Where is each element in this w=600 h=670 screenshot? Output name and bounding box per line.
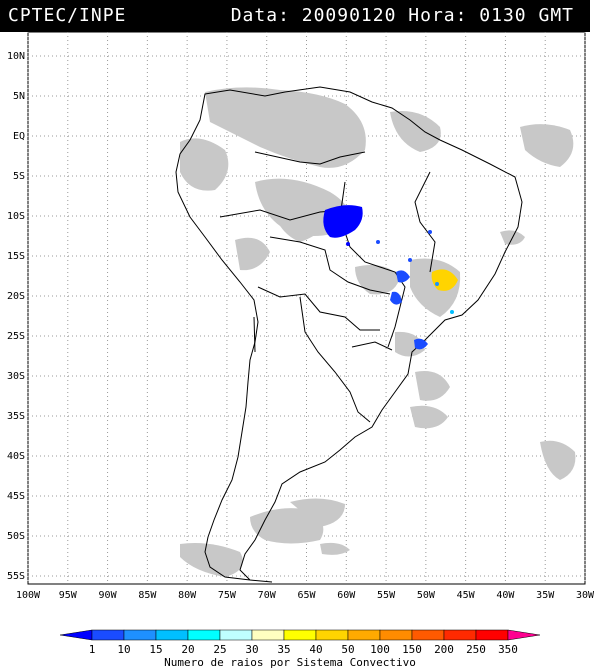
lat-label: 45S [7, 491, 25, 502]
lon-label: 55W [377, 590, 396, 601]
colorbar-segment [123, 629, 157, 641]
colorbar-label: 150 [402, 643, 422, 656]
colorbar-label: 1 [89, 643, 96, 656]
lon-label: 35W [536, 590, 555, 601]
colorbar-label: 10 [117, 643, 130, 656]
colorbar-segment [91, 629, 125, 641]
lon-label: 70W [258, 590, 277, 601]
lon-label: 40W [496, 590, 515, 601]
lat-label: 30S [7, 371, 25, 382]
longitude-labels: 100W 95W 90W 85W 80W 75W 70W 65W 60W 55W 50W 45W 40W… [16, 590, 595, 601]
colorbar-label: 30 [245, 643, 258, 656]
colorbar-segment [251, 629, 285, 641]
colorbar-label: 200 [434, 643, 454, 656]
lat-label: 20S [7, 291, 25, 302]
lon-label: 95W [59, 590, 78, 601]
lon-label: 100W [16, 590, 41, 601]
colorbar-segment [507, 629, 541, 641]
colorbar-segment [443, 629, 477, 641]
colorbar-label: 250 [466, 643, 486, 656]
cloud-cover [180, 87, 576, 577]
grid-lines [27, 32, 586, 584]
colorbar-label: 20 [181, 643, 194, 656]
colorbar-label: 350 [498, 643, 518, 656]
colorbar-label: 100 [370, 643, 390, 656]
lon-label: 80W [178, 590, 197, 601]
lat-label: 25S [7, 331, 25, 342]
lon-label: 90W [99, 590, 118, 601]
lon-label: 85W [138, 590, 157, 601]
lon-label: 60W [337, 590, 356, 601]
colorbar-segment [379, 629, 413, 641]
lat-label: 50S [7, 531, 25, 542]
lat-label: EQ [13, 131, 25, 142]
lat-label: 55S [7, 571, 25, 582]
latitude-labels: 10N 5N EQ 5S 10S 15S 20S 25S 30S 35S 40S 45S 50S 55S [7, 51, 25, 582]
lon-label: 30W [576, 590, 595, 601]
lat-label: 15S [7, 251, 25, 262]
source-label: CPTEC/INPE [8, 5, 127, 26]
map-header: CPTEC/INPE Data: 20090120 Hora: 0130 GMT [0, 0, 590, 32]
colorbar-label: 15 [149, 643, 162, 656]
colorbar-segment [347, 629, 381, 641]
lon-label: 65W [297, 590, 316, 601]
colorbar-label: 50 [341, 643, 354, 656]
colorbar-segment [411, 629, 445, 641]
lat-label: 40S [7, 451, 25, 462]
lon-label: 45W [457, 590, 476, 601]
colorbar-segment [59, 629, 93, 641]
lat-label: 5S [13, 171, 25, 182]
lat-label: 5N [13, 91, 25, 102]
colorbar-label: 40 [309, 643, 322, 656]
lat-label: 10S [7, 211, 25, 222]
lon-label: 75W [218, 590, 237, 601]
colorbar: 1 10 15 20 25 30 35 40 50 100 150 200 250 350 [59, 629, 541, 656]
lat-label: 10N [7, 51, 25, 62]
colorbar-label: 35 [277, 643, 290, 656]
lightning-cells [323, 205, 458, 350]
colorbar-segment [315, 629, 349, 641]
colorbar-segment [219, 629, 253, 641]
colorbar-segment [155, 629, 189, 641]
lat-label: 35S [7, 411, 25, 422]
colorbar-segment [475, 629, 509, 641]
colorbar-segment [283, 629, 317, 641]
colorbar-segment [187, 629, 221, 641]
lon-label: 50W [417, 590, 436, 601]
colorbar-caption: Numero de raios por Sistema Convectivo [164, 656, 416, 669]
colorbar-label: 25 [213, 643, 226, 656]
lightning-map: 10N5NEQ5S10S15S20S25S30S35S40S45S50S55S … [7, 32, 595, 669]
datetime-label: Data: 20090120 Hora: 0130 GMT [230, 5, 574, 26]
